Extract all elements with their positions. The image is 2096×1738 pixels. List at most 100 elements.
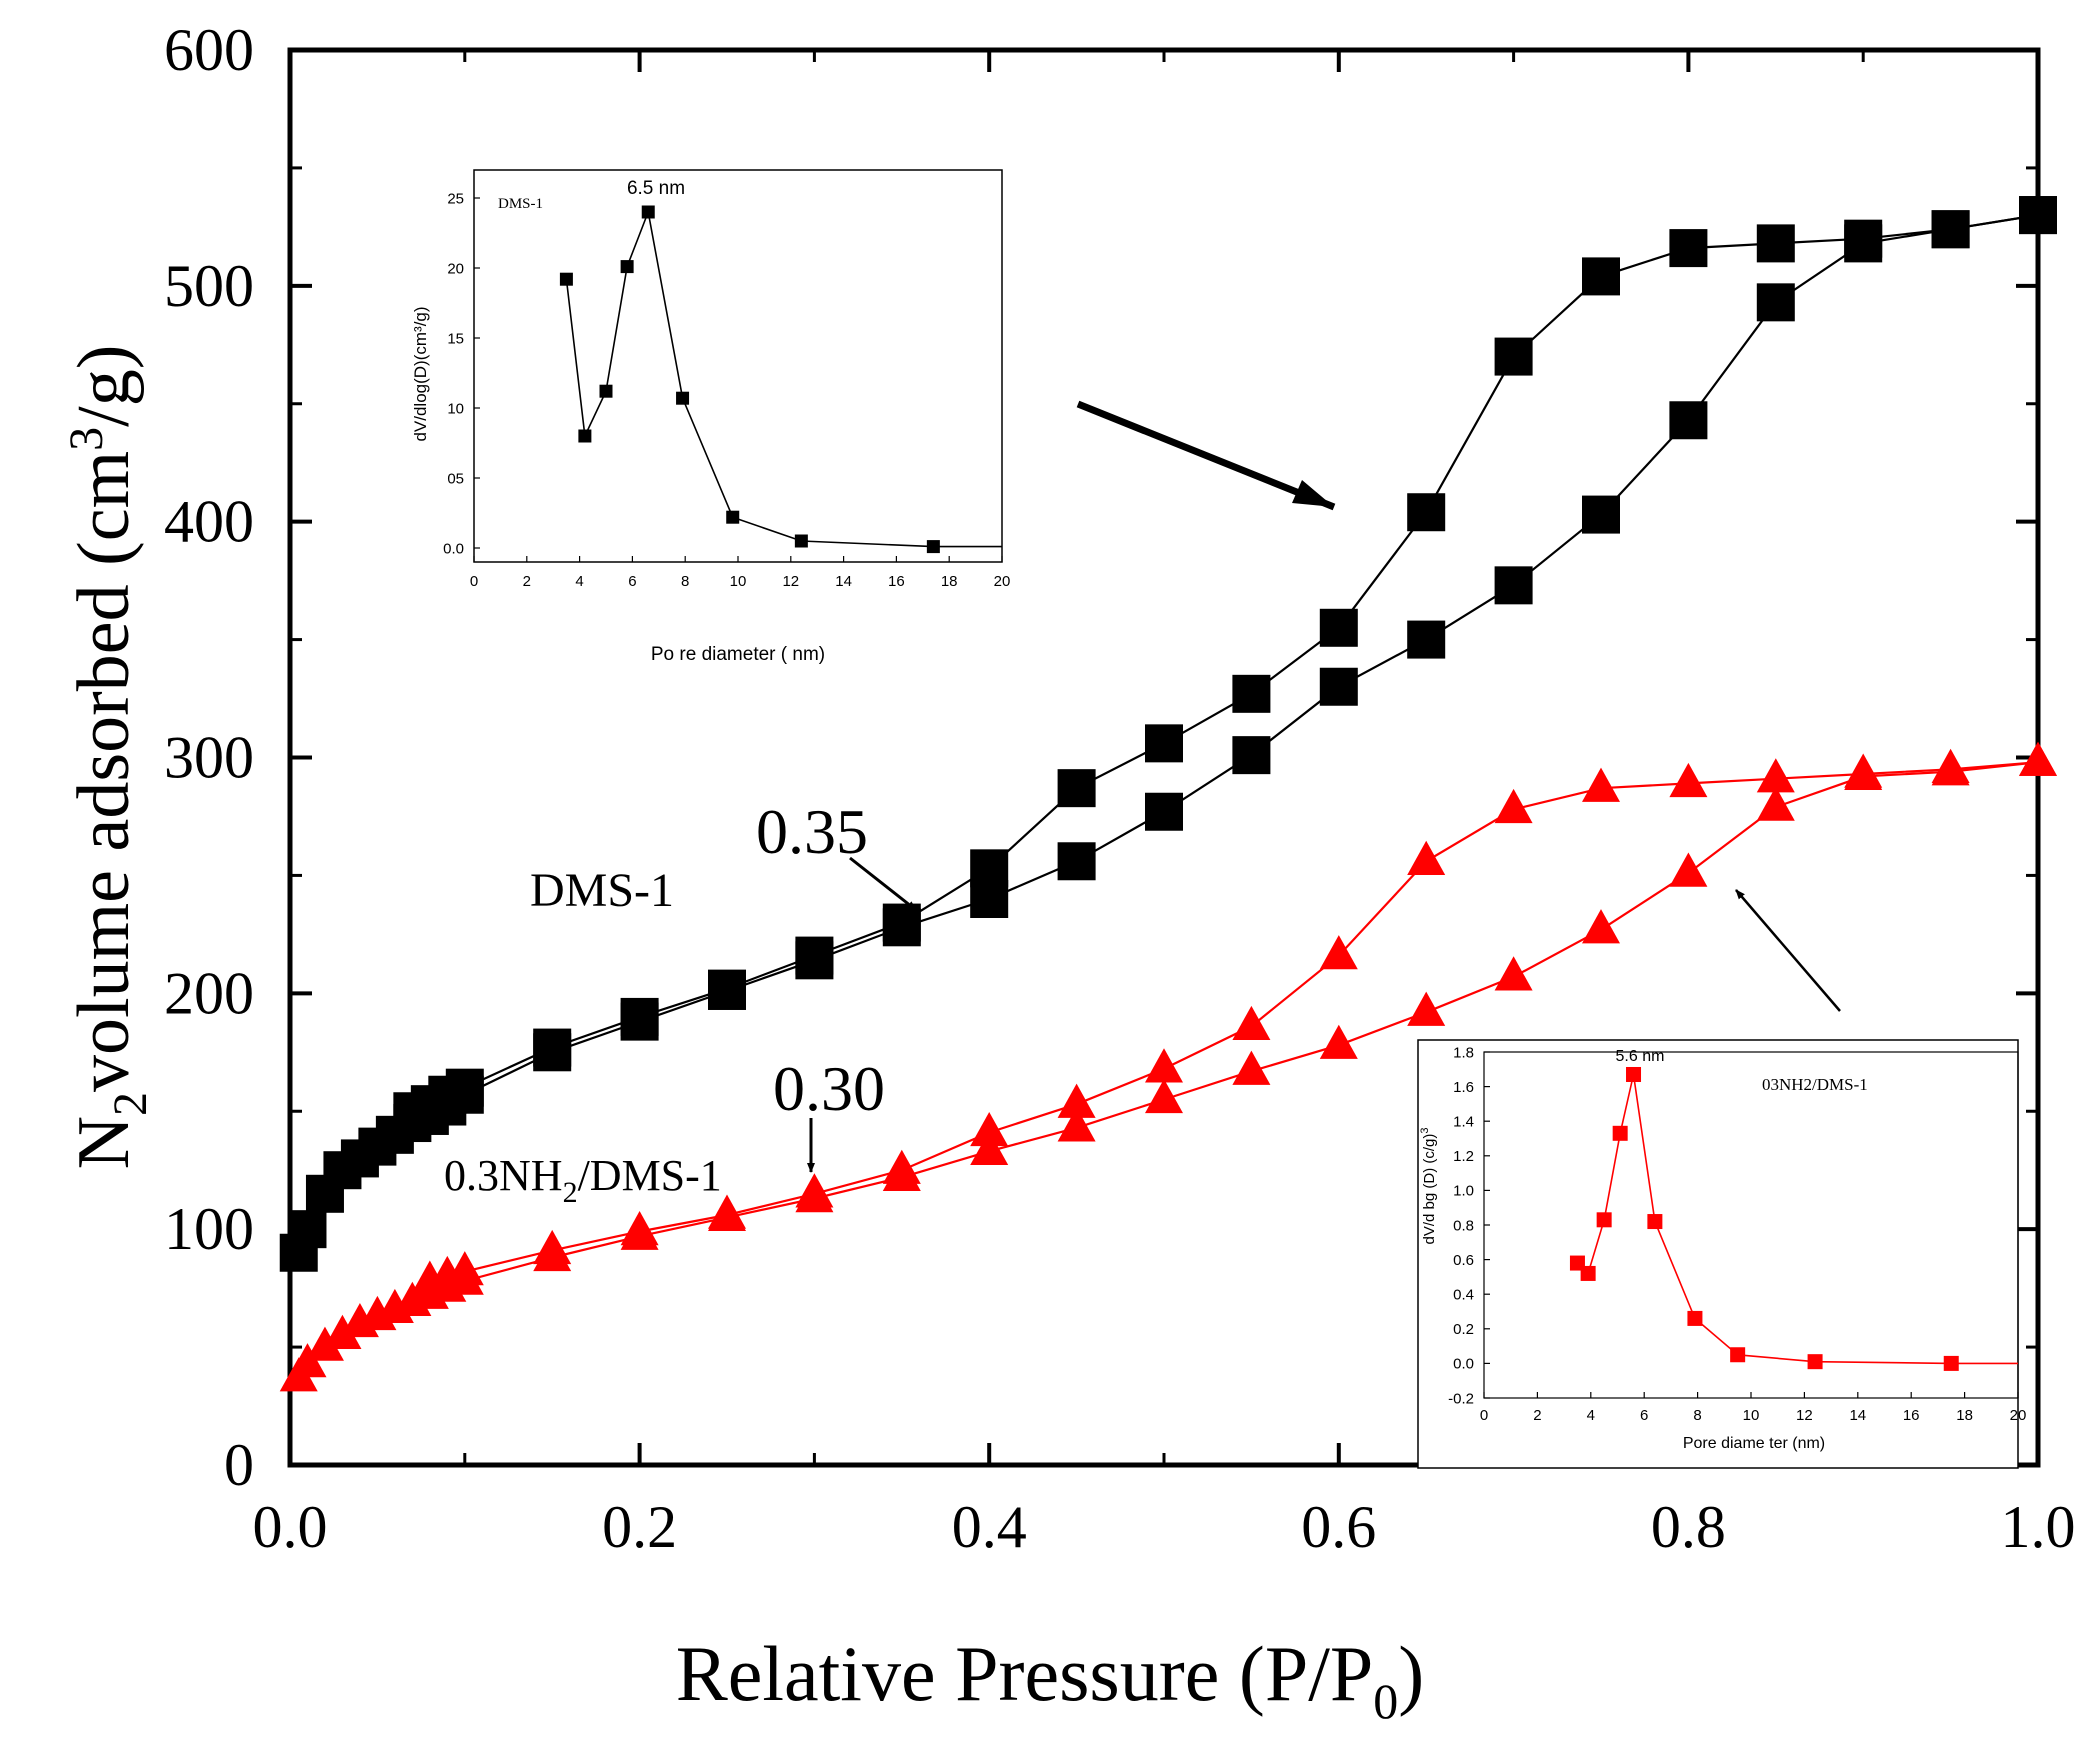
- inset-x-tick-label: 16: [1903, 1407, 1920, 1424]
- inset-x-tick-label: 6: [628, 573, 636, 590]
- data-point: [970, 849, 1009, 888]
- data-point: [1057, 769, 1096, 808]
- data-point: [1057, 1107, 1096, 1142]
- data-point: [620, 997, 659, 1036]
- data-point: [1931, 210, 1970, 249]
- data-point: [288, 1210, 327, 1249]
- data-point: [1582, 909, 1620, 944]
- inset-data-point: [1612, 1125, 1628, 1141]
- data-point: [1582, 257, 1620, 296]
- inset-y-tick-label: 25: [447, 190, 464, 207]
- inset-y-tick-label: 10: [447, 400, 464, 417]
- inset2-x-label: Pore diame ter (nm): [1683, 1435, 1825, 1452]
- data-point: [1494, 788, 1533, 824]
- inset-y-tick-label: -0.2: [1448, 1390, 1474, 1407]
- data-point: [795, 936, 834, 975]
- inset-x-tick-label: 10: [1743, 1407, 1760, 1424]
- inset1-series: [559, 205, 1002, 554]
- inset-x-tick-label: 18: [1956, 1407, 1973, 1424]
- inset-data-point: [559, 272, 573, 286]
- data-point: [1582, 495, 1620, 534]
- data-point: [1319, 608, 1358, 647]
- inset1-ticks: 0 2 4 6 8 10 12 14 16 18 20 0.0 05 10 15 20 25: [443, 190, 1010, 590]
- x-tick-label: 0.0: [253, 1494, 328, 1560]
- data-point: [410, 1260, 449, 1295]
- inset2-series: [1569, 1066, 2018, 1371]
- data-point: [323, 1314, 362, 1349]
- inset1-x-label: Po re diameter ( nm): [651, 644, 825, 665]
- data-point: [1844, 753, 1883, 788]
- data-point: [1145, 1048, 1183, 1083]
- data-point: [708, 1194, 746, 1229]
- inset2-title: 03NH2/DMS-1: [1762, 1075, 1868, 1094]
- inset-nh2: 0 2 4 6 8 10 12 14 16 18 20 -0.2 0.0 0.2 0.4 0.6 0.8 1.0 1…: [1417, 1039, 2027, 1469]
- inset2-y-label: dV/d bg (D) (c/g)3: [1419, 1128, 1438, 1245]
- data-point: [1145, 792, 1183, 831]
- data-point: [1057, 842, 1096, 881]
- inset-data-point: [1626, 1066, 1642, 1082]
- inset-data-point: [641, 205, 655, 219]
- main-series-layer: [279, 196, 2057, 1392]
- y-tick-label: 600: [164, 17, 254, 83]
- inset-y-tick-label: 20: [447, 260, 464, 277]
- data-point: [1407, 620, 1446, 659]
- x-axis-label: Relative Pressure (P/P0): [676, 1630, 1425, 1729]
- inset-x-tick-label: 4: [1587, 1407, 1595, 1424]
- inset-y-tick-label: 0.6: [1453, 1252, 1474, 1269]
- data-point: [970, 1111, 1009, 1147]
- data-point: [2019, 196, 2057, 235]
- data-point: [1582, 767, 1620, 802]
- inset1-y-label: dV/dlog(D)(cm³/g): [411, 306, 430, 441]
- data-point: [1319, 1024, 1358, 1059]
- inset-x-tick-label: 4: [575, 573, 583, 590]
- data-point: [1931, 748, 1970, 783]
- x-tick-label: 0.2: [602, 1494, 677, 1560]
- inset-y-tick-label: 05: [447, 470, 464, 487]
- inset-y-tick-label: 0.8: [1453, 1217, 1474, 1234]
- inset-x-tick-label: 16: [888, 573, 905, 590]
- inset-data-point: [1596, 1212, 1612, 1228]
- data-point: [393, 1092, 432, 1131]
- data-point: [1057, 1083, 1096, 1118]
- inset-data-point: [676, 391, 690, 405]
- data-point: [1756, 786, 1795, 821]
- data-point: [970, 1130, 1009, 1166]
- inset-data-point: [599, 384, 613, 398]
- inset-x-tick-label: 2: [1533, 1407, 1541, 1424]
- data-point: [1669, 762, 1708, 798]
- inset-x-tick-label: 8: [1693, 1407, 1701, 1424]
- inset-x-tick-label: 14: [1849, 1407, 1866, 1424]
- inset1-title: DMS-1: [498, 196, 543, 212]
- data-point: [1756, 224, 1795, 263]
- data-point: [305, 1326, 344, 1361]
- label-030: 0.30: [773, 1053, 885, 1124]
- inset-x-tick-label: 20: [2010, 1407, 2027, 1424]
- arrow-inset-dms-shaft: [1076, 400, 1336, 511]
- data-point: [1319, 935, 1358, 970]
- inset2-axes-frame: [1483, 1051, 2019, 1399]
- data-point: [1145, 1078, 1183, 1114]
- data-point: [1756, 758, 1795, 793]
- data-point: [533, 1028, 572, 1067]
- inset-x-tick-label: 0: [470, 573, 478, 590]
- inset2-frame: [1417, 1039, 2019, 1469]
- inset-data-point: [726, 510, 740, 524]
- y-tick-label: 300: [164, 725, 254, 791]
- data-point: [533, 1229, 572, 1265]
- data-point: [1407, 840, 1446, 875]
- data-point: [1232, 1005, 1271, 1041]
- arrow-035: [849, 856, 917, 912]
- y-axis-label: N2volume adsorbed (cm3/g): [60, 345, 157, 1170]
- inset-y-tick-label: 0.4: [1453, 1286, 1474, 1303]
- data-point: [1232, 674, 1271, 713]
- inset-x-tick-label: 20: [994, 573, 1011, 590]
- data-point: [708, 969, 746, 1008]
- inset1-peak-label: 6.5 nm: [627, 178, 685, 199]
- inset-data-point: [1687, 1310, 1703, 1326]
- data-point: [795, 1173, 834, 1208]
- data-point: [1494, 566, 1533, 605]
- inset-x-tick-label: 0: [1480, 1407, 1488, 1424]
- inset-x-tick-label: 10: [730, 573, 747, 590]
